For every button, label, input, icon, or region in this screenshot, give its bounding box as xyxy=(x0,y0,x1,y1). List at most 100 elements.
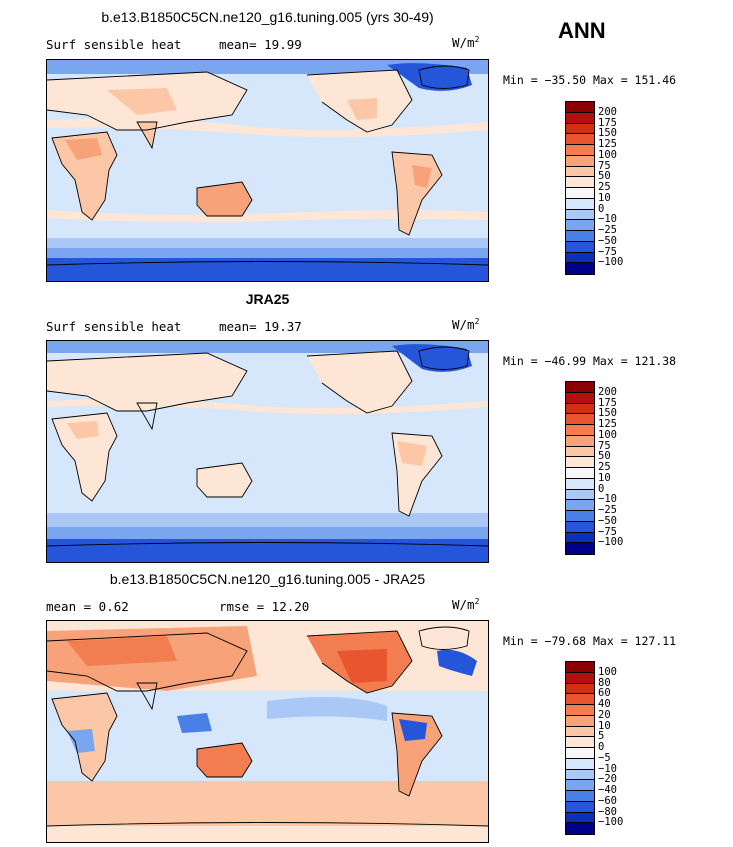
colorbar-swatch xyxy=(566,252,594,264)
colorbar-tick-label: −40 xyxy=(598,784,617,796)
panel2-title: JRA25 xyxy=(245,291,290,307)
panel1-variable-label: Surf sensible heat xyxy=(46,37,182,52)
colorbar-tick-label: 25 xyxy=(598,461,611,473)
panel2-minmax: Min = −46.99 Max = 121.38 xyxy=(503,354,677,368)
colorbar-tick-label: −100 xyxy=(598,536,624,549)
colorbar-swatch xyxy=(566,672,594,684)
panel3-mean-label: mean = 0.62 xyxy=(46,599,129,614)
colorbar-tick-label: −50 xyxy=(598,234,617,247)
colorbar-tick-label: −100 xyxy=(598,816,624,829)
colorbar-swatch xyxy=(566,500,594,511)
colorbar-tick-label: −75 xyxy=(598,245,617,258)
colorbar-swatch xyxy=(566,177,594,188)
colorbar-swatch xyxy=(566,414,594,425)
colorbar-tick-label: −10 xyxy=(598,762,617,775)
colorbar-swatch xyxy=(566,392,594,404)
colorbar-tick-label: −25 xyxy=(598,504,617,516)
colorbar-tick-label: 50 xyxy=(598,450,611,463)
colorbar-swatch xyxy=(566,435,594,447)
colorbar-swatch xyxy=(566,662,594,673)
colorbar-tick-label: 200 xyxy=(598,385,617,398)
colorbar-swatch xyxy=(566,694,594,705)
panel2-units: W/m2 xyxy=(452,317,480,332)
colorbar-swatch xyxy=(566,748,594,759)
colorbar-tick-label: 100 xyxy=(598,428,617,441)
colorbar-tick-label: 175 xyxy=(598,396,617,409)
colorbar-swatch xyxy=(566,758,594,770)
colorbar-swatch xyxy=(566,705,594,716)
colorbar-swatch xyxy=(566,715,594,727)
colorbar-swatch xyxy=(566,102,594,113)
colorbar-swatch xyxy=(566,478,594,490)
colorbar-tick-label: 75 xyxy=(598,159,611,172)
colorbar-tick-label: −60 xyxy=(598,794,617,807)
colorbar-swatch xyxy=(566,532,594,544)
panel1-units: W/m2 xyxy=(452,35,480,50)
panel1-minmax: Min = −35.50 Max = 151.46 xyxy=(503,73,677,87)
colorbar-tick-label: −80 xyxy=(598,805,617,818)
season-label: ANN xyxy=(558,18,606,43)
colorbar-tick-label: −100 xyxy=(598,256,624,269)
colorbar-swatch xyxy=(566,823,594,834)
colorbar-swatch xyxy=(566,209,594,221)
colorbar-tick-label: 50 xyxy=(598,170,611,183)
colorbar-tick-label: 60 xyxy=(598,687,611,700)
colorbar-tick-label: −20 xyxy=(598,773,617,786)
colorbar-swatch xyxy=(566,468,594,479)
colorbar-swatch xyxy=(566,166,594,178)
panel1-colorbar xyxy=(565,101,595,275)
colorbar-swatch xyxy=(566,382,594,393)
colorbar-swatch xyxy=(566,446,594,458)
colorbar-tick-label: −25 xyxy=(598,224,617,236)
colorbar-tick-label: 125 xyxy=(598,418,617,430)
colorbar-swatch xyxy=(566,155,594,167)
colorbar-swatch xyxy=(566,489,594,501)
panel3-minmax: Min = −79.68 Max = 127.11 xyxy=(503,634,677,648)
colorbar-tick-label: 10 xyxy=(598,719,611,732)
colorbar-tick-label: 200 xyxy=(598,105,617,118)
panel3-units: W/m2 xyxy=(452,597,480,612)
colorbar-swatch xyxy=(566,726,594,738)
colorbar-tick-label: 25 xyxy=(598,181,611,193)
colorbar-swatch xyxy=(566,769,594,781)
colorbar-swatch xyxy=(566,112,594,124)
colorbar-tick-label: 150 xyxy=(598,127,617,140)
colorbar-tick-label: 40 xyxy=(598,698,611,710)
panel1-map xyxy=(46,59,489,282)
colorbar-swatch xyxy=(566,145,594,156)
panel3-colorbar xyxy=(565,661,595,835)
colorbar-swatch xyxy=(566,683,594,695)
colorbar-swatch xyxy=(566,425,594,436)
panel3-map xyxy=(46,620,489,843)
colorbar-swatch xyxy=(566,188,594,199)
colorbar-tick-label: −5 xyxy=(598,751,611,764)
colorbar-swatch xyxy=(566,457,594,468)
colorbar-tick-label: 10 xyxy=(598,471,611,484)
colorbar-tick-label: 0 xyxy=(598,202,605,215)
colorbar-tick-label: 175 xyxy=(598,116,617,129)
colorbar-swatch xyxy=(566,791,594,802)
colorbar-tick-label: 0 xyxy=(598,482,605,495)
colorbar-swatch xyxy=(566,231,594,242)
colorbar-tick-label: −75 xyxy=(598,525,617,538)
colorbar-tick-label: 150 xyxy=(598,407,617,420)
colorbar-swatch xyxy=(566,511,594,522)
colorbar-swatch xyxy=(566,812,594,824)
colorbar-tick-label: 100 xyxy=(598,148,617,161)
colorbar-swatch xyxy=(566,220,594,231)
panel2-colorbar xyxy=(565,381,595,555)
colorbar-swatch xyxy=(566,241,594,253)
panel3-title: b.e13.B1850C5CN.ne120_g16.tuning.005 - J… xyxy=(109,571,426,587)
colorbar-tick-label: −10 xyxy=(598,493,617,506)
colorbar-swatch xyxy=(566,521,594,533)
colorbar-swatch xyxy=(566,780,594,791)
panel3-map-graphic xyxy=(47,621,488,842)
colorbar-tick-label: 0 xyxy=(598,741,605,753)
panel2-variable-label: Surf sensible heat xyxy=(46,319,182,334)
panel1-mean-label: mean= 19.99 xyxy=(219,37,302,52)
colorbar-swatch xyxy=(566,801,594,813)
colorbar-tick-label: 5 xyxy=(598,730,605,743)
colorbar-swatch xyxy=(566,543,594,554)
colorbar-swatch xyxy=(566,134,594,145)
colorbar-tick-label: 10 xyxy=(598,191,611,204)
